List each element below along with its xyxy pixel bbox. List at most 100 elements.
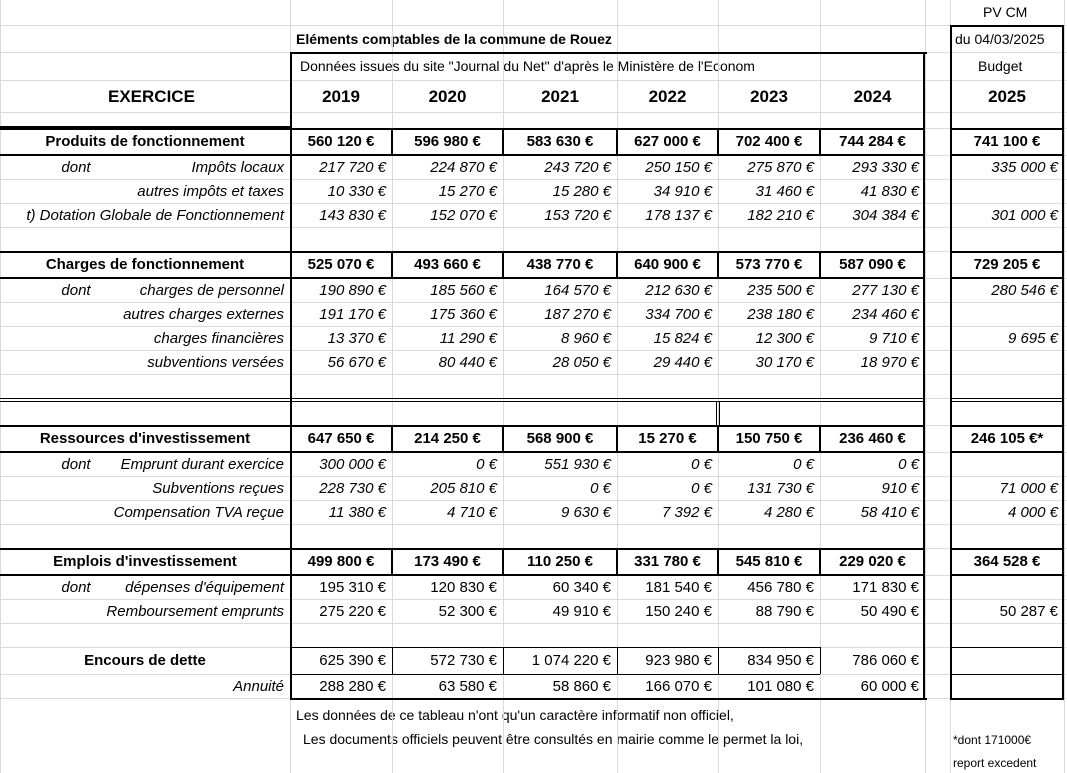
cell-value: 786 060 € bbox=[852, 652, 919, 669]
dont-label: dont bbox=[61, 158, 91, 176]
row-label: Charges de fonctionnement bbox=[45, 256, 245, 273]
grid-line bbox=[0, 179, 1067, 180]
cell-value: 34 910 € bbox=[653, 182, 712, 200]
cell-value: 834 950 € bbox=[747, 652, 814, 669]
row-label: dépenses d'équipement bbox=[125, 578, 284, 596]
cell-value: 335 000 € bbox=[991, 158, 1058, 176]
cell-value: 152 070 € bbox=[430, 206, 497, 224]
cell-value: 217 720 € bbox=[319, 158, 386, 176]
row-label: Subventions reçues bbox=[152, 479, 284, 497]
grid-line bbox=[0, 25, 1067, 26]
border bbox=[0, 154, 925, 156]
cell-value: 228 730 € bbox=[319, 479, 386, 497]
cell-value: 195 310 € bbox=[319, 578, 386, 596]
cell-value: 60 340 € bbox=[552, 578, 611, 596]
cell-value: 525 070 € bbox=[307, 256, 375, 273]
cell-value: 9 630 € bbox=[560, 503, 611, 521]
cell-value: 910 € bbox=[881, 479, 919, 497]
cell-value: 212 630 € bbox=[645, 281, 712, 299]
grid-line bbox=[0, 302, 1067, 303]
cell-value: 60 000 € bbox=[860, 677, 919, 695]
border bbox=[717, 425, 719, 452]
cell-value: 58 860 € bbox=[552, 677, 611, 695]
cell-value: 573 770 € bbox=[735, 256, 803, 273]
cell-value: 18 970 € bbox=[860, 353, 919, 371]
border bbox=[819, 548, 821, 575]
cell-value: 41 830 € bbox=[860, 182, 919, 200]
cell-value: 80 440 € bbox=[438, 353, 497, 371]
border bbox=[950, 451, 1064, 453]
cell-value: 702 400 € bbox=[735, 133, 803, 150]
year-header: 2024 bbox=[853, 87, 892, 106]
cell-value: 50 490 € bbox=[860, 602, 919, 620]
cell-value: 364 528 € bbox=[973, 553, 1041, 570]
cell-value: 15 270 € bbox=[438, 182, 497, 200]
row-label: Compensation TVA reçue bbox=[113, 503, 284, 521]
cell-value: 49 910 € bbox=[552, 602, 611, 620]
border bbox=[0, 126, 290, 128]
cell-value: 190 890 € bbox=[319, 281, 386, 299]
border bbox=[950, 277, 1064, 279]
year-header: 2019 bbox=[322, 87, 360, 106]
border bbox=[616, 425, 618, 452]
border bbox=[718, 647, 719, 674]
cell-value: 250 150 € bbox=[645, 158, 712, 176]
cell-value: 175 360 € bbox=[430, 305, 497, 323]
cell-value: 741 100 € bbox=[973, 133, 1041, 150]
border bbox=[502, 128, 504, 155]
asterisk-note: report excedent bbox=[953, 756, 1037, 770]
year-header: 2020 bbox=[428, 87, 467, 106]
grid-line bbox=[0, 623, 1067, 624]
border bbox=[290, 698, 927, 700]
cell-value: 9 710 € bbox=[868, 329, 919, 347]
cell-value: 182 210 € bbox=[747, 206, 814, 224]
cell-value: 150 240 € bbox=[645, 602, 712, 620]
cell-value: 187 270 € bbox=[544, 305, 611, 323]
cell-value: 331 780 € bbox=[634, 553, 701, 570]
cell-value: 30 170 € bbox=[755, 353, 814, 371]
border bbox=[616, 128, 618, 155]
cell-value: 545 810 € bbox=[735, 553, 803, 570]
cell-value: 181 540 € bbox=[645, 578, 712, 596]
cell-value: 13 370 € bbox=[327, 329, 386, 347]
border bbox=[391, 425, 393, 452]
year-header: 2022 bbox=[648, 87, 687, 106]
cell-value: 171 830 € bbox=[852, 578, 919, 596]
cell-value: 164 570 € bbox=[544, 281, 611, 299]
border bbox=[950, 398, 1064, 399]
footnote: Les documents officiels peuvent être con… bbox=[303, 731, 804, 747]
border bbox=[290, 647, 820, 648]
cell-value: 10 330 € bbox=[327, 182, 386, 200]
grid-line bbox=[0, 112, 1067, 113]
row-label: Ressources d'investissement bbox=[39, 430, 251, 447]
cell-value: 275 870 € bbox=[747, 158, 814, 176]
border bbox=[717, 128, 719, 155]
row-label: t) Dotation Globale de Fonctionnement bbox=[26, 206, 284, 224]
cell-value: 456 780 € bbox=[747, 578, 814, 596]
cell-value: 52 300 € bbox=[438, 602, 497, 620]
cell-value: 15 270 € bbox=[638, 430, 697, 447]
border bbox=[950, 425, 1064, 427]
cell-value: 4 280 € bbox=[763, 503, 814, 521]
row-label: Remboursement emprunts bbox=[106, 602, 284, 620]
border bbox=[950, 574, 1064, 576]
cell-value: 583 630 € bbox=[526, 133, 594, 150]
cell-value: 0 € bbox=[476, 455, 497, 473]
grid-line bbox=[0, 326, 1067, 327]
row-label: charges de personnel bbox=[139, 281, 284, 299]
cell-value: 0 € bbox=[691, 455, 712, 473]
cell-value: 28 050 € bbox=[552, 353, 611, 371]
cell-value: 0 € bbox=[793, 455, 814, 473]
row-label: autres charges externes bbox=[123, 305, 284, 323]
year-header: 2021 bbox=[541, 87, 579, 106]
cell-value: 185 560 € bbox=[430, 281, 497, 299]
cell-value: 304 384 € bbox=[852, 206, 919, 224]
grid-line bbox=[925, 0, 926, 773]
grid-line bbox=[0, 476, 1067, 477]
border bbox=[719, 401, 720, 425]
cell-value: 0 € bbox=[590, 479, 611, 497]
border bbox=[819, 128, 821, 155]
cell-value: 191 170 € bbox=[319, 305, 386, 323]
row-label: Impôts locaux bbox=[191, 158, 284, 176]
